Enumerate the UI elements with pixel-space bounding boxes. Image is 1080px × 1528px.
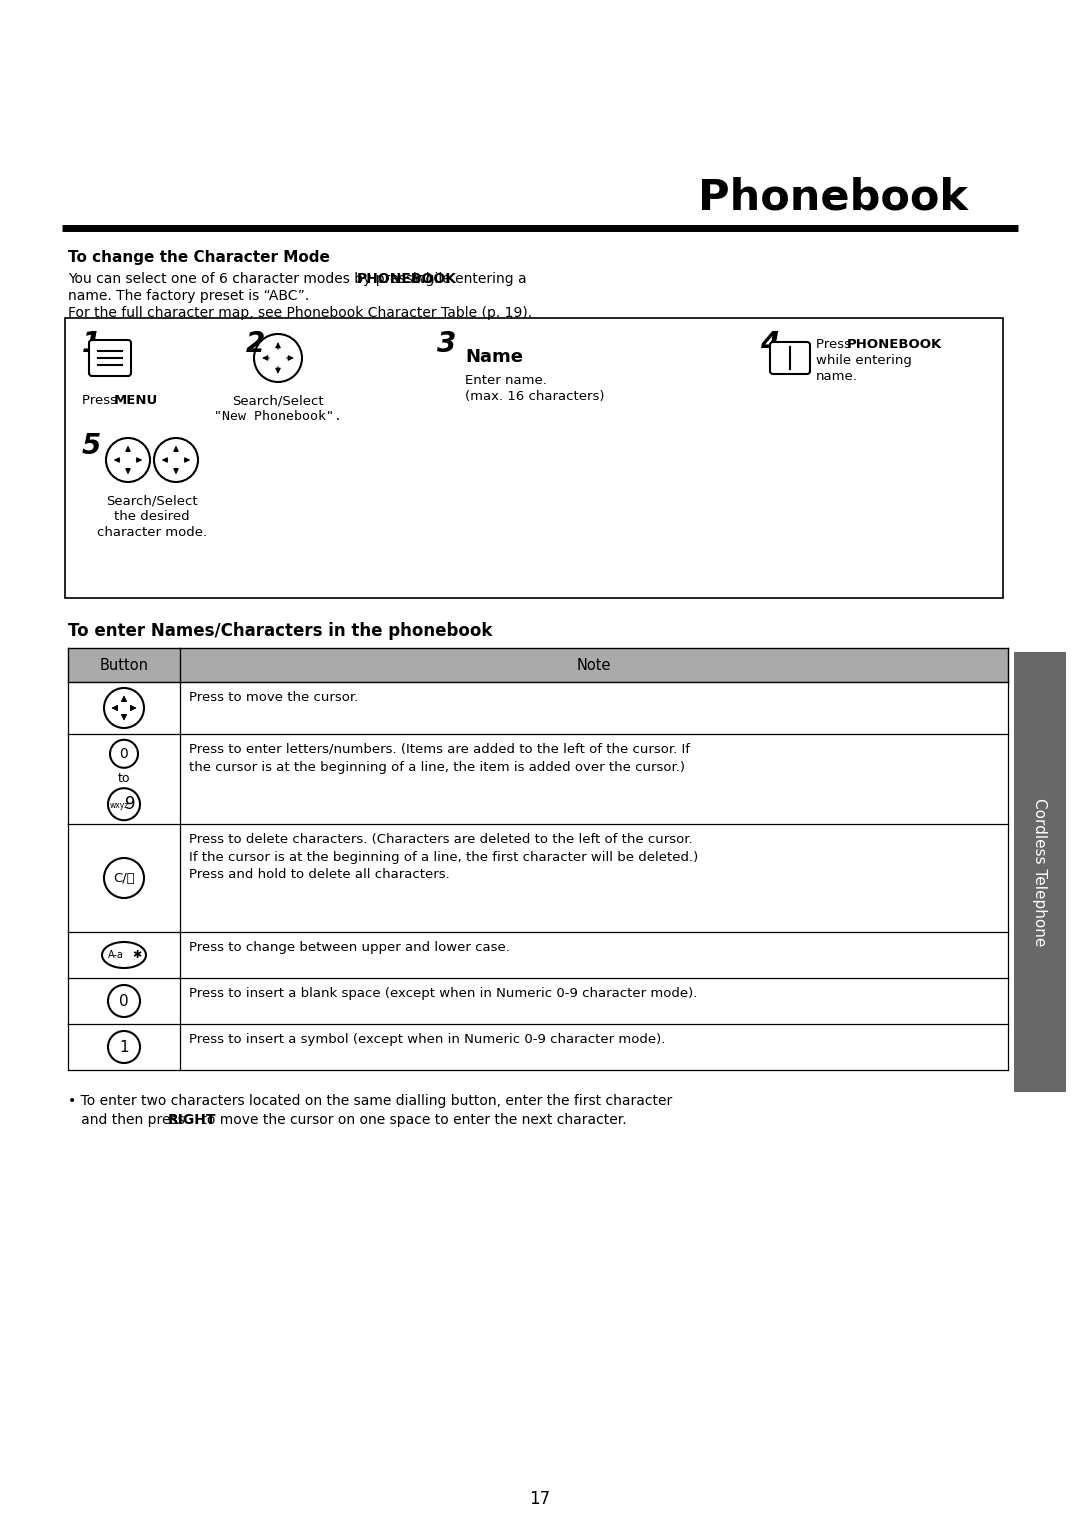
Text: A-a: A-a: [108, 950, 124, 960]
Text: • To enter two characters located on the same dialling button, enter the first c: • To enter two characters located on the…: [68, 1094, 672, 1108]
Text: MENU: MENU: [114, 394, 159, 406]
Text: 9: 9: [125, 795, 135, 813]
FancyBboxPatch shape: [1014, 652, 1066, 1093]
Text: character mode.: character mode.: [97, 526, 207, 539]
Text: Note: Note: [577, 657, 611, 672]
Text: For the full character map, see Phonebook Character Table (p. 19).: For the full character map, see Phoneboo…: [68, 306, 532, 319]
Text: RIGHT: RIGHT: [168, 1112, 217, 1128]
Text: 17: 17: [529, 1490, 551, 1508]
FancyBboxPatch shape: [770, 342, 810, 374]
Text: Press to move the cursor.: Press to move the cursor.: [189, 691, 359, 704]
Text: 2: 2: [246, 330, 266, 358]
Text: 5: 5: [82, 432, 102, 460]
Text: You can select one of 6 character modes by pressing: You can select one of 6 character modes …: [68, 272, 438, 286]
FancyBboxPatch shape: [68, 1024, 1008, 1070]
FancyBboxPatch shape: [65, 318, 1003, 597]
Text: to: to: [118, 773, 131, 785]
Text: Enter name.: Enter name.: [465, 374, 546, 387]
Text: while entering: while entering: [816, 354, 912, 367]
Text: To enter Names/Characters in the phonebook: To enter Names/Characters in the phonebo…: [68, 622, 492, 640]
Text: name.: name.: [816, 370, 858, 384]
Text: PHONEBOOK: PHONEBOOK: [357, 272, 457, 286]
Text: Search/Select: Search/Select: [232, 394, 324, 406]
Text: while entering a: while entering a: [409, 272, 526, 286]
Text: Press to change between upper and lower case.: Press to change between upper and lower …: [189, 941, 510, 953]
Text: PHONEBOOK: PHONEBOOK: [847, 338, 942, 351]
FancyBboxPatch shape: [68, 932, 1008, 978]
Text: 0: 0: [120, 747, 129, 761]
Text: "New Phonebook".: "New Phonebook".: [214, 410, 342, 423]
Text: Press to enter letters/numbers. (Items are added to the left of the cursor. If
t: Press to enter letters/numbers. (Items a…: [189, 743, 690, 773]
Text: Press to insert a blank space (except when in Numeric 0-9 character mode).: Press to insert a blank space (except wh…: [189, 987, 698, 999]
Text: To change the Character Mode: To change the Character Mode: [68, 251, 329, 264]
Text: name. The factory preset is “ABC”.: name. The factory preset is “ABC”.: [68, 289, 309, 303]
Text: 1: 1: [82, 330, 102, 358]
FancyBboxPatch shape: [89, 341, 131, 376]
Text: Press to insert a symbol (except when in Numeric 0-9 character mode).: Press to insert a symbol (except when in…: [189, 1033, 665, 1047]
Text: Search/Select: Search/Select: [106, 494, 198, 507]
Text: Phonebook: Phonebook: [698, 176, 968, 219]
FancyBboxPatch shape: [68, 978, 1008, 1024]
Text: (max. 16 characters): (max. 16 characters): [465, 390, 605, 403]
FancyBboxPatch shape: [68, 681, 1008, 733]
Text: to move the cursor on one space to enter the next character.: to move the cursor on one space to enter…: [197, 1112, 626, 1128]
Text: ✱: ✱: [133, 950, 141, 960]
Text: and then press: and then press: [68, 1112, 189, 1128]
Text: .: .: [149, 394, 153, 406]
FancyBboxPatch shape: [68, 648, 1008, 681]
Text: Cordless Telephone: Cordless Telephone: [1032, 798, 1048, 946]
Text: Press to delete characters. (Characters are deleted to the left of the cursor.
I: Press to delete characters. (Characters …: [189, 833, 699, 882]
Text: Press: Press: [82, 394, 121, 406]
Text: the desired: the desired: [114, 510, 190, 523]
Text: C/␡: C/␡: [113, 871, 135, 885]
Text: 0: 0: [119, 993, 129, 1008]
Text: Press: Press: [816, 338, 855, 351]
FancyBboxPatch shape: [68, 733, 1008, 824]
Text: 1: 1: [119, 1039, 129, 1054]
Text: 3: 3: [437, 330, 456, 358]
Text: Button: Button: [99, 657, 149, 672]
Text: Name: Name: [465, 348, 523, 367]
FancyBboxPatch shape: [68, 824, 1008, 932]
Text: wxyz: wxyz: [109, 801, 129, 810]
Text: 4: 4: [760, 330, 780, 358]
